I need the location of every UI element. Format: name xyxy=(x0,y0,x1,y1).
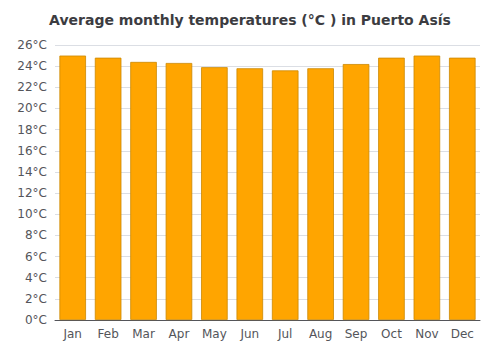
svg-text:24°C: 24°C xyxy=(17,59,47,73)
svg-text:Jul: Jul xyxy=(277,327,292,341)
svg-text:May: May xyxy=(202,327,227,341)
svg-text:22°C: 22°C xyxy=(17,80,47,94)
svg-text:Aug: Aug xyxy=(309,327,332,341)
svg-text:8°C: 8°C xyxy=(25,228,47,242)
svg-text:10°C: 10°C xyxy=(17,207,47,221)
svg-text:Dec: Dec xyxy=(451,327,474,341)
svg-text:14°C: 14°C xyxy=(17,165,47,179)
svg-text:Sep: Sep xyxy=(345,327,368,341)
svg-text:Jun: Jun xyxy=(239,327,259,341)
svg-text:20°C: 20°C xyxy=(17,101,47,115)
svg-text:6°C: 6°C xyxy=(25,250,47,264)
svg-text:18°C: 18°C xyxy=(17,123,47,137)
svg-text:Jan: Jan xyxy=(62,327,82,341)
svg-text:12°C: 12°C xyxy=(17,186,47,200)
svg-text:0°C: 0°C xyxy=(25,313,47,327)
svg-text:26°C: 26°C xyxy=(17,38,47,52)
svg-text:16°C: 16°C xyxy=(17,144,47,158)
svg-text:4°C: 4°C xyxy=(25,271,47,285)
svg-text:Mar: Mar xyxy=(132,327,155,341)
svg-text:Nov: Nov xyxy=(415,327,438,341)
svg-text:Average monthly temperatures (: Average monthly temperatures (°C ) in Pu… xyxy=(49,12,451,28)
svg-text:Feb: Feb xyxy=(98,327,119,341)
svg-text:Apr: Apr xyxy=(169,327,190,341)
svg-text:Oct: Oct xyxy=(381,327,402,341)
svg-text:2°C: 2°C xyxy=(25,292,47,306)
